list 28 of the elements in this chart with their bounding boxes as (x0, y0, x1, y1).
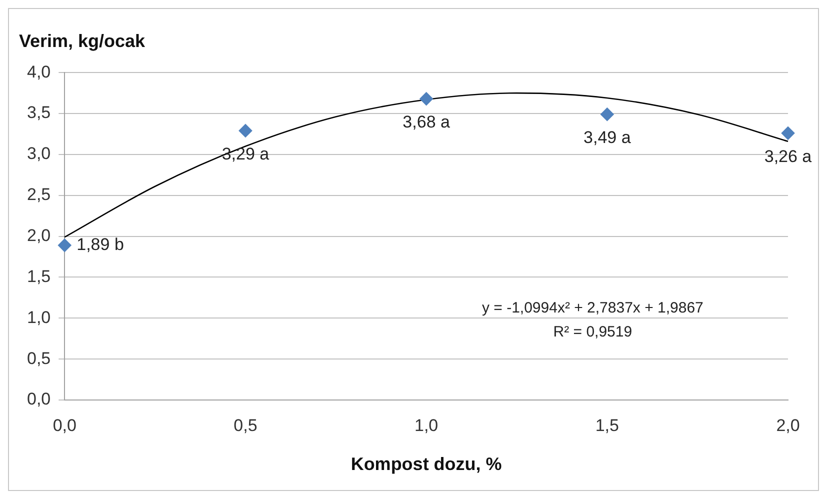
data-label: 3,26 a (764, 146, 812, 166)
y-tick-label: 1,0 (26, 308, 51, 327)
point (781, 126, 795, 140)
y-tick-label: 2,5 (26, 185, 51, 204)
x-tick-label: 2,0 (776, 416, 800, 435)
point (238, 124, 252, 138)
x-tick-label: 1,5 (595, 416, 619, 435)
x-tick-label: 0,5 (234, 416, 258, 435)
data-label: 3,68 a (402, 112, 450, 132)
y-tick-label: 3,0 (26, 144, 51, 164)
y-tick-label: 2,0 (26, 226, 51, 245)
annotation: R² = 0,9519 (553, 323, 632, 340)
y-tick-label: 4,0 (26, 62, 51, 82)
x-tick-label: 0,0 (52, 416, 76, 435)
y-tick-label: 1,5 (26, 266, 51, 286)
y-tick-label: 0,5 (26, 348, 51, 368)
data-label: 1,89 b (76, 234, 124, 254)
data-label: 3,29 a (222, 144, 270, 164)
x-axis-title: Kompost dozu, % (350, 454, 502, 474)
x-tick-label: 1,0 (414, 416, 438, 435)
y-tick-label: 3,5 (26, 103, 51, 122)
annotation: y = -1,0994x² + 2,7837x + 1,9867 (482, 299, 704, 316)
point (600, 108, 614, 121)
y-axis-title: Verim, kg/ocak (19, 30, 146, 51)
y-tick-label: 0,0 (26, 390, 51, 409)
data-label: 3,49 a (584, 128, 632, 148)
point (58, 238, 72, 252)
point (420, 92, 433, 106)
